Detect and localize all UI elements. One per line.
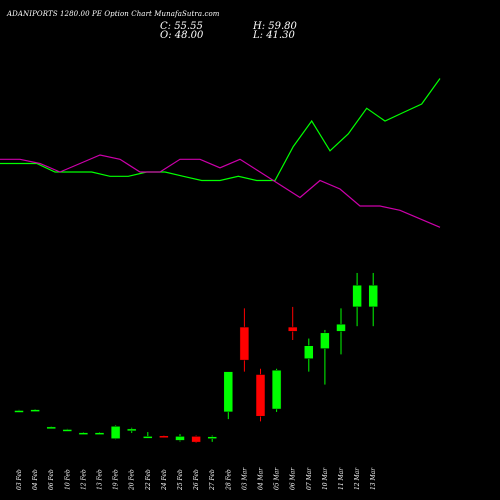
x-tick-label: 13 Mar (370, 467, 377, 490)
candle-19-Feb (110, 425, 121, 440)
candle-24-Feb (159, 435, 169, 439)
candle-06-Mar (287, 306, 298, 340)
candle-26-Feb (191, 435, 201, 443)
x-tick-label: 03 Feb (16, 469, 23, 490)
candle-11-Mar (336, 308, 346, 355)
indicator-lines (0, 78, 441, 228)
candle-body (62, 429, 73, 432)
x-tick-label: 12 Mar (354, 467, 361, 490)
candle-06-Feb (46, 426, 56, 430)
x-tick-label: 04 Feb (32, 469, 39, 490)
candle-body (46, 426, 56, 430)
candle-body (175, 436, 185, 441)
close-value: C: 55.55 (160, 21, 203, 32)
candle-body (110, 426, 121, 439)
candle-13-Feb (94, 432, 105, 435)
x-tick-label: 07 Mar (306, 467, 313, 490)
candle-28-Feb (223, 371, 234, 420)
candle-body (223, 371, 234, 413)
x-tick-label: 24 Feb (161, 469, 168, 491)
x-tick-label: 06 Feb (48, 469, 55, 490)
x-tick-label: 27 Feb (209, 469, 216, 491)
candle-body (304, 345, 314, 359)
candle-03-Feb (14, 409, 24, 413)
low-value: L: 41.30 (253, 30, 295, 41)
indicator-line-2 (0, 154, 441, 228)
candle-body (368, 284, 378, 308)
candle-22-Feb (143, 432, 153, 439)
candle-27-Feb (207, 435, 217, 442)
x-tick-label: 25 Feb (177, 469, 184, 491)
x-axis: 03 Feb 04 Feb 06 Feb 10 Feb 12 Feb 13 Feb 19 F… (16, 467, 377, 491)
candle-10-Mar (320, 329, 330, 385)
candle-body (143, 436, 153, 439)
candle-04-Mar (255, 368, 266, 422)
x-tick-label: 04 Mar (258, 467, 265, 490)
candle-10-Feb (62, 428, 73, 432)
candle-03-Mar (239, 308, 250, 372)
candle-body (239, 326, 250, 361)
candle-13-Mar (368, 272, 378, 327)
candle-04-Feb (30, 409, 40, 412)
x-tick-label: 05 Mar (274, 467, 281, 490)
candle-07-Mar (304, 338, 314, 372)
open-value: O: 48.00 (160, 30, 204, 41)
candle-body (126, 428, 137, 432)
x-tick-label: 06 Mar (290, 467, 297, 490)
candle-body (255, 374, 266, 417)
chart-title: ADANIPORTS 1280.00 PE Option Chart Munaf… (7, 10, 220, 18)
candle-body (191, 436, 201, 443)
candle-body (159, 435, 169, 439)
candle-12-Mar (352, 272, 362, 327)
candle-body (336, 323, 346, 332)
x-tick-label: 12 Feb (80, 469, 87, 490)
candle-body (287, 326, 298, 332)
x-tick-label: 28 Feb (225, 469, 232, 491)
x-tick-label: 10 Mar (322, 467, 329, 490)
candle-05-Mar (271, 368, 282, 412)
high-value: H: 59.80 (253, 21, 297, 32)
candle-body (78, 432, 89, 435)
x-tick-label: 20 Feb (129, 469, 136, 491)
x-tick-label: 26 Feb (193, 469, 200, 491)
indicator-line-1 (0, 78, 441, 182)
candle-body (94, 432, 105, 435)
x-tick-label: 22 Feb (145, 469, 152, 491)
candlesticks (14, 272, 378, 443)
candle-body (14, 410, 24, 413)
candle-body (352, 284, 362, 308)
x-tick-label: 13 Feb (97, 469, 104, 490)
candle-body (30, 409, 40, 412)
x-tick-label: 19 Feb (113, 469, 120, 490)
candle-20-Feb (126, 427, 137, 433)
candle-25-Feb (175, 434, 185, 442)
x-tick-label: 10 Feb (64, 469, 71, 490)
x-tick-label: 03 Mar (241, 467, 248, 490)
candle-12-Feb (78, 432, 89, 435)
candle-body (207, 436, 217, 439)
candle-body (320, 332, 330, 349)
candle-body (271, 369, 282, 410)
x-tick-label: 11 Mar (338, 467, 345, 490)
